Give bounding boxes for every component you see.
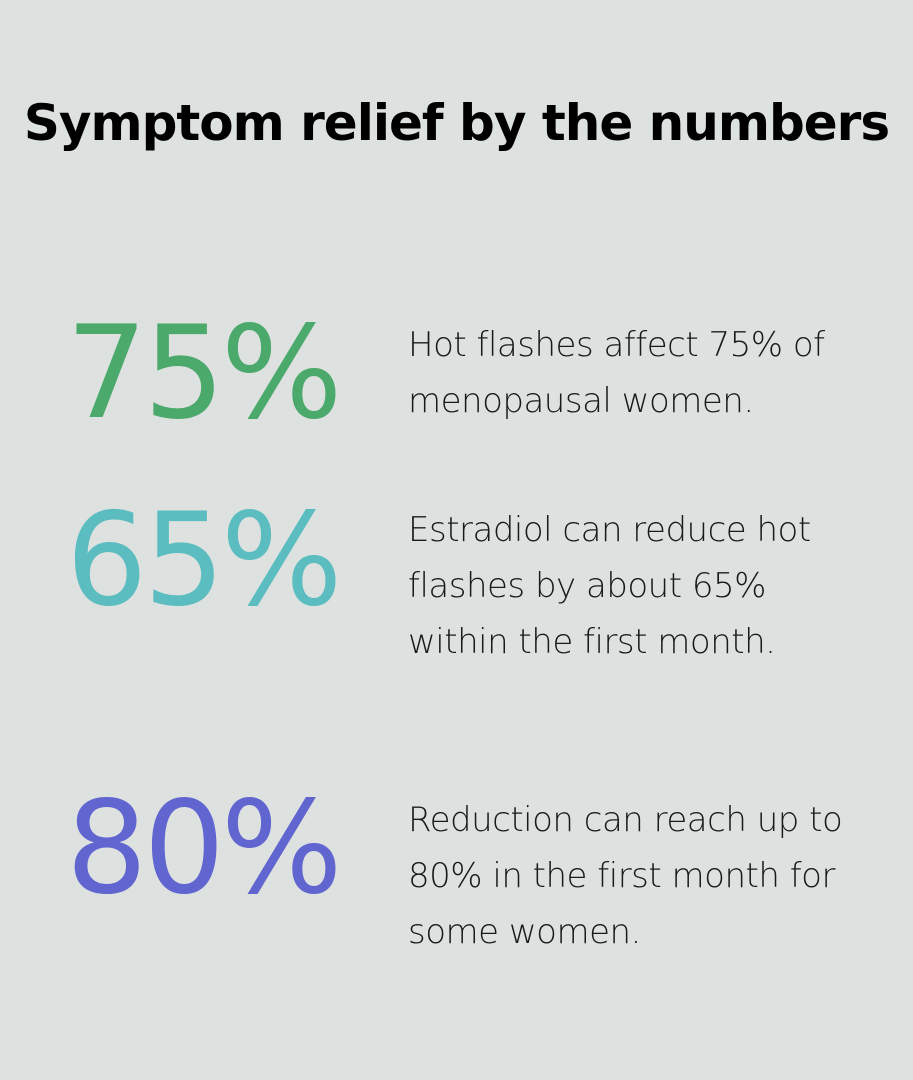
stat-description: Reduction can reach up to 80% in the fir…: [408, 800, 843, 952]
infographic-title: Symptom relief by the numbers: [23, 94, 890, 152]
stat-value: 65%: [66, 486, 342, 635]
stat-description: Hot flashes affect 75% of menopausal wom…: [408, 325, 825, 421]
stat-value: 80%: [66, 774, 342, 923]
stat-description: Estradiol can reduce hot flashes by abou…: [408, 510, 811, 662]
stat-value: 75%: [66, 299, 342, 448]
